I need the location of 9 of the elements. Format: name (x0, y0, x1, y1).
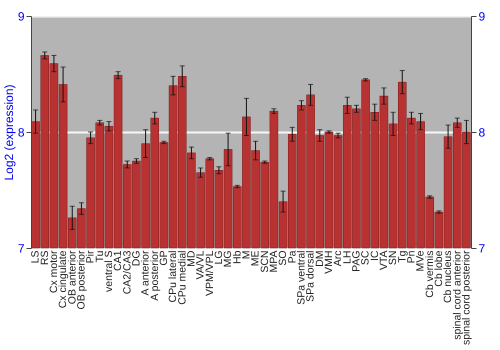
y-axis-title: Log2 (expression) (2, 84, 16, 181)
y2-tick-label: 7 (478, 242, 486, 256)
y2-tick-label: 9 (478, 10, 486, 24)
y2-tick-label: 8 (478, 126, 486, 140)
x-tick-label: MVe (414, 250, 427, 272)
x-tick-label: Cb lobe (432, 250, 445, 287)
y-tick-label: 8 (18, 126, 25, 140)
y-tick-label: 9 (18, 10, 25, 24)
y-tick-label: 7 (18, 242, 25, 256)
